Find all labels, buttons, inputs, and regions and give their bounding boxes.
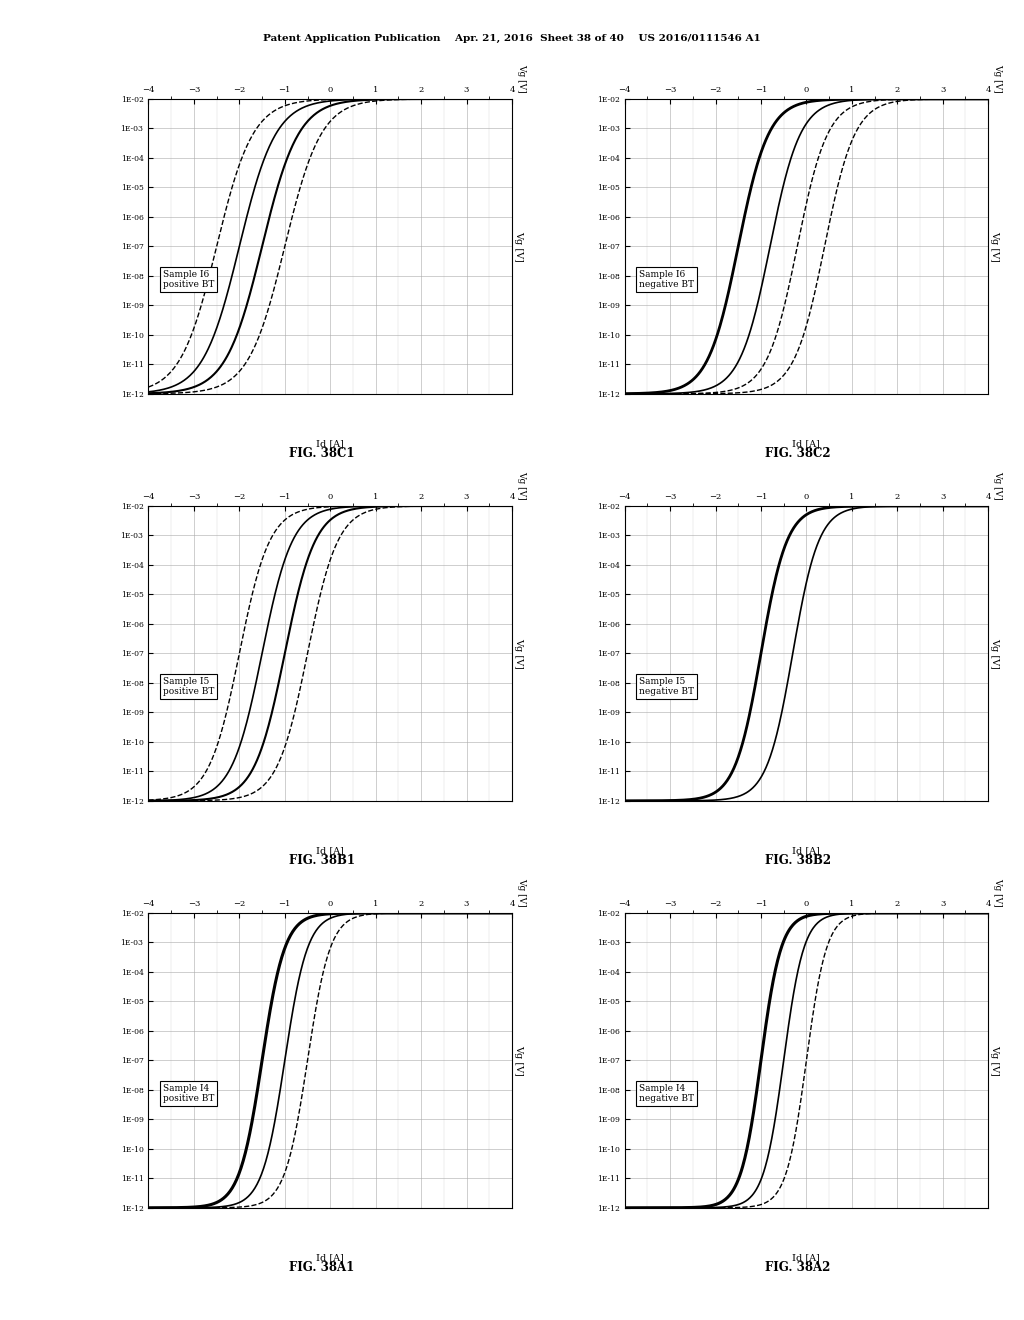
Y-axis label: Vg [V]: Vg [V] — [514, 638, 523, 669]
Text: FIG. 38B2: FIG. 38B2 — [765, 854, 831, 867]
Text: Vg [V]: Vg [V] — [993, 471, 1002, 499]
Y-axis label: Vg [V]: Vg [V] — [990, 231, 999, 261]
Text: Sample I4
negative BT: Sample I4 negative BT — [639, 1084, 694, 1104]
Text: Vg [V]: Vg [V] — [993, 878, 1002, 907]
Text: FIG. 38A1: FIG. 38A1 — [289, 1261, 354, 1274]
Y-axis label: Vg [V]: Vg [V] — [514, 1045, 523, 1076]
Y-axis label: Vg [V]: Vg [V] — [990, 1045, 999, 1076]
Text: FIG. 38B1: FIG. 38B1 — [289, 854, 355, 867]
Text: Sample I6
positive BT: Sample I6 positive BT — [163, 271, 214, 289]
Text: Id [A]: Id [A] — [793, 846, 820, 855]
Text: Sample I5
negative BT: Sample I5 negative BT — [639, 677, 694, 697]
Text: FIG. 38A2: FIG. 38A2 — [765, 1261, 830, 1274]
Text: Sample I6
negative BT: Sample I6 negative BT — [639, 271, 694, 289]
Text: FIG. 38C1: FIG. 38C1 — [289, 446, 354, 459]
Text: Vg [V]: Vg [V] — [517, 471, 526, 499]
Text: Id [A]: Id [A] — [316, 1254, 344, 1262]
Text: Sample I4
positive BT: Sample I4 positive BT — [163, 1084, 214, 1104]
Text: Id [A]: Id [A] — [793, 1254, 820, 1262]
Text: Id [A]: Id [A] — [316, 440, 344, 449]
Text: Sample I5
positive BT: Sample I5 positive BT — [163, 677, 214, 697]
Text: Vg [V]: Vg [V] — [517, 63, 526, 92]
Y-axis label: Vg [V]: Vg [V] — [514, 231, 523, 261]
Text: Vg [V]: Vg [V] — [517, 878, 526, 907]
Text: FIG. 38C2: FIG. 38C2 — [765, 446, 831, 459]
Text: Id [A]: Id [A] — [793, 440, 820, 449]
Text: Id [A]: Id [A] — [316, 846, 344, 855]
Text: Vg [V]: Vg [V] — [993, 63, 1002, 92]
Text: Patent Application Publication    Apr. 21, 2016  Sheet 38 of 40    US 2016/01115: Patent Application Publication Apr. 21, … — [263, 34, 761, 44]
Y-axis label: Vg [V]: Vg [V] — [990, 638, 999, 669]
